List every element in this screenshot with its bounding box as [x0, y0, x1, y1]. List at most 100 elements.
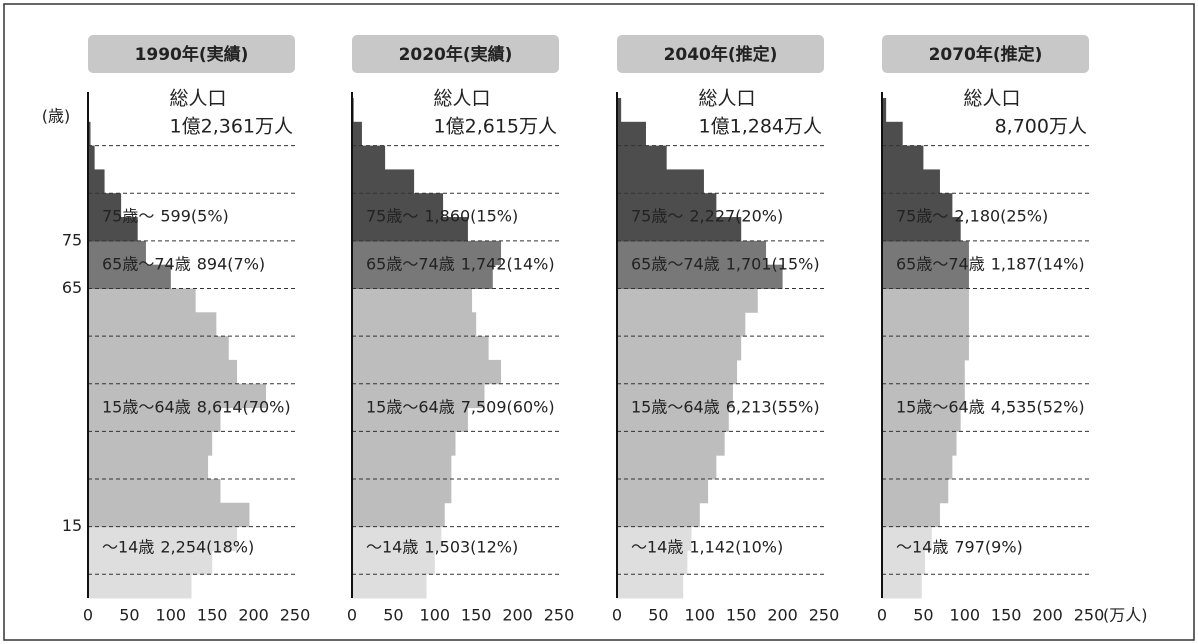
- total-label: 総人口: [698, 88, 755, 110]
- age-bar: [352, 264, 493, 289]
- x-tick-label: 50: [119, 606, 139, 625]
- age-bar: [882, 407, 961, 432]
- x-tick-label: 250: [280, 606, 311, 625]
- age-bar: [882, 455, 953, 480]
- group-name: 65歳～74歳: [366, 255, 455, 274]
- age-bar: [352, 121, 362, 147]
- age-bar: [617, 526, 692, 551]
- age-bar: [352, 407, 468, 432]
- group-value: 7,509(60%): [461, 398, 555, 417]
- age-bar: [617, 312, 746, 337]
- age-bar: [617, 121, 646, 147]
- x-tick-label: 150: [461, 606, 492, 625]
- y-tick-label: 75: [62, 230, 82, 249]
- group-value: 894(7%): [197, 255, 265, 274]
- age-bar: [352, 217, 468, 242]
- group-name: ～14歳: [366, 538, 418, 557]
- group-value: 2,254(18%): [160, 538, 254, 557]
- group-name: 75歳～: [631, 207, 683, 226]
- x-tick-label: 50: [913, 606, 933, 625]
- age-bar: [617, 217, 742, 242]
- x-tick-label: 100: [420, 606, 451, 625]
- age-bar: [617, 240, 767, 266]
- age-bar: [882, 431, 957, 456]
- age-bar: [88, 407, 221, 432]
- x-tick-label: 200: [1032, 606, 1063, 625]
- title-box: [352, 35, 559, 73]
- x-tick-label: 250: [809, 606, 840, 625]
- group-value: 1,187(14%): [991, 255, 1085, 274]
- age-bar: [882, 359, 965, 385]
- x-tick-label: 0: [877, 606, 887, 625]
- age-bar: [88, 217, 138, 242]
- group-name: 65歳～74歳: [896, 255, 985, 274]
- age-bar: [882, 502, 940, 528]
- age-bar: [352, 312, 477, 337]
- group-name: 65歳～74歳: [102, 255, 191, 274]
- group-name: ～14歳: [631, 538, 683, 557]
- age-bar: [882, 383, 965, 409]
- y-tick-label: 65: [62, 278, 82, 297]
- age-bar: [352, 336, 489, 361]
- age-bar: [88, 502, 250, 528]
- age-bar: [617, 169, 704, 194]
- age-bar: [882, 145, 924, 170]
- x-tick-label: 0: [347, 606, 357, 625]
- x-tick-label: 100: [156, 606, 187, 625]
- age-bar: [88, 359, 238, 385]
- age-bar: [882, 169, 940, 194]
- age-bar: [882, 217, 961, 242]
- group-value: 8,614(70%): [197, 398, 291, 417]
- y-tick-label: 15: [62, 516, 82, 535]
- age-bar: [352, 526, 442, 551]
- x-axis-label: (万人): [1103, 606, 1148, 625]
- age-bar: [617, 478, 709, 504]
- x-tick-label: 150: [991, 606, 1022, 625]
- age-bar: [88, 526, 238, 551]
- x-tick-label: 250: [544, 606, 575, 625]
- age-bar: [88, 478, 221, 504]
- age-bar: [882, 240, 969, 266]
- age-bar: [88, 193, 122, 218]
- age-bar: [617, 98, 622, 123]
- age-bar: [88, 145, 95, 170]
- group-name: 75歳～: [102, 207, 154, 226]
- total-value: 1億1,284万人: [699, 116, 822, 138]
- group-value: 1,142(10%): [689, 538, 783, 557]
- x-tick-label: 150: [197, 606, 228, 625]
- frame: [3, 3, 1195, 641]
- panel-title: 1990年(実績): [135, 44, 249, 65]
- age-bar: [617, 550, 688, 575]
- y-axis-label: (歳): [42, 107, 71, 126]
- age-bar: [88, 288, 196, 313]
- total-label: 総人口: [963, 88, 1020, 110]
- total-value: 1億2,361万人: [170, 116, 293, 138]
- panel-title: 2020年(実績): [399, 44, 513, 65]
- age-bar: [617, 383, 733, 409]
- total-value: 8,700万人: [995, 116, 1087, 138]
- age-bar: [617, 455, 717, 480]
- age-bar: [617, 502, 700, 528]
- title-box: [617, 35, 824, 73]
- x-tick-label: 200: [767, 606, 798, 625]
- panel-title: 2070年(推定): [929, 44, 1043, 65]
- group-name: ～14歳: [896, 538, 948, 557]
- group-name: ～14歳: [102, 538, 154, 557]
- x-tick-label: 50: [383, 606, 403, 625]
- age-bar: [88, 169, 105, 194]
- age-bar: [882, 193, 953, 218]
- group-value: 2,227(20%): [689, 207, 783, 226]
- age-bar: [617, 336, 742, 361]
- age-bar: [88, 383, 267, 409]
- group-value: 1,860(15%): [424, 207, 518, 226]
- panel-title: 2040年(推定): [664, 44, 778, 65]
- age-bar: [882, 574, 922, 599]
- age-bar: [352, 383, 485, 409]
- age-bar: [352, 478, 452, 504]
- age-bar: [88, 550, 213, 575]
- group-value: 6,213(55%): [726, 398, 820, 417]
- age-bar: [88, 336, 229, 361]
- age-bar: [88, 240, 146, 266]
- title-box: [882, 35, 1089, 73]
